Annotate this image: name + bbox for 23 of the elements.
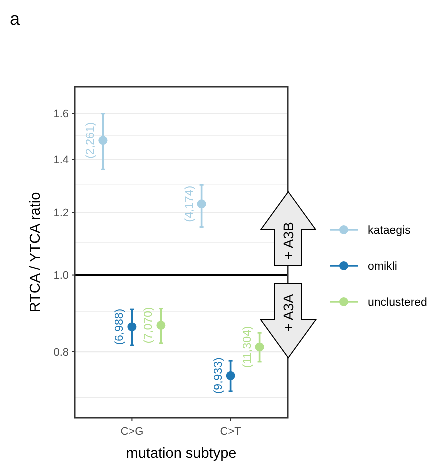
up-arrow: + A3B	[260, 191, 317, 266]
legend-label: omikli	[368, 261, 398, 274]
y-tick-label: 1.2	[54, 208, 69, 220]
down-arrow: + A3A	[260, 284, 317, 359]
x-tick-label: C>G	[120, 426, 144, 438]
annotation: + A3A	[280, 293, 296, 332]
legend-label: kataegis	[368, 225, 412, 238]
chart-title: a	[10, 9, 21, 29]
annotation: (7,070)	[143, 307, 156, 344]
y-tick-label: 0.8	[54, 346, 69, 359]
legend-label: unclustered	[368, 297, 428, 310]
y-tick-label: 1.6	[54, 108, 69, 121]
y-tick-label: 1.4	[54, 154, 69, 167]
x-tick-label: C>T	[220, 426, 242, 438]
x-axis-title: mutation subtype	[126, 446, 237, 462]
y-axis-title: RTCA / YTCA ratio	[28, 192, 44, 313]
annotation: (4,174)	[184, 186, 196, 222]
annotation: (9,933)	[212, 358, 225, 394]
annotation: (11,304)	[242, 326, 254, 368]
annotation: (6,988)	[114, 308, 126, 346]
annotation: + A3B	[280, 222, 296, 260]
y-tick-label: 1.0	[54, 270, 69, 282]
annotation: (2,261)	[85, 122, 98, 159]
